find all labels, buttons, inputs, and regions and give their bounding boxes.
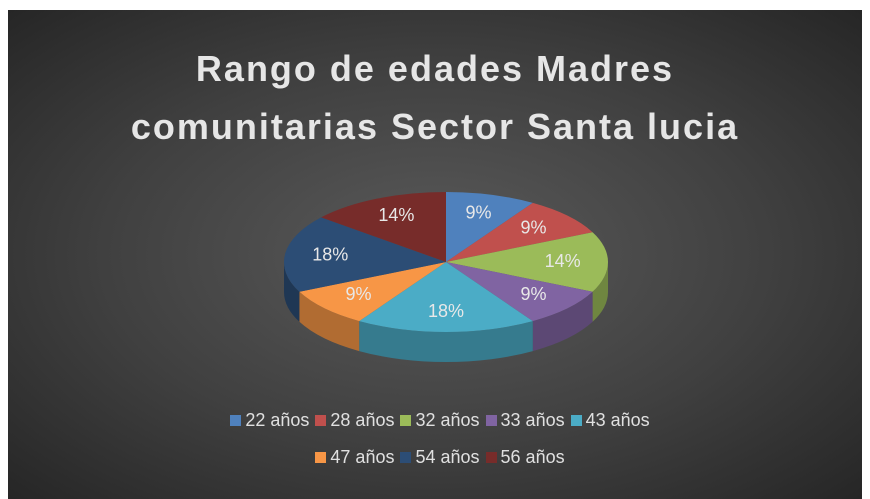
- legend-swatch: [400, 415, 412, 426]
- legend-swatch: [400, 452, 412, 463]
- data-label: 9%: [466, 202, 492, 222]
- legend-item: 47 años: [315, 447, 394, 468]
- legend-swatch: [315, 452, 327, 463]
- legend-swatch: [315, 415, 327, 426]
- slice-side: [532, 291, 593, 352]
- legend-item: 54 años: [400, 447, 480, 468]
- legend-swatch: [570, 415, 582, 426]
- slice: [359, 262, 533, 333]
- data-label: 9%: [345, 284, 371, 304]
- data-label: 18%: [428, 301, 464, 321]
- legend-item: 28 años: [315, 410, 394, 431]
- slice: [446, 232, 609, 292]
- data-label: 9%: [520, 217, 546, 237]
- legend-item: 43 años: [570, 410, 650, 431]
- legend-label: 32 años: [415, 410, 480, 430]
- slice: [446, 202, 593, 262]
- legend-swatch: [230, 415, 242, 426]
- legend-label: 56 años: [500, 447, 565, 467]
- legend-label: 47 años: [330, 447, 395, 467]
- legend-label: 22 años: [245, 410, 310, 430]
- legend-label: 33 años: [500, 410, 565, 430]
- data-label: 18%: [312, 244, 348, 264]
- legend-label: 28 años: [330, 410, 395, 430]
- slice-side: [592, 262, 608, 322]
- legend-item: 22 años: [230, 410, 309, 431]
- data-label: 9%: [520, 284, 546, 304]
- pie-area: 9% 9% 14% 9% 18% 9% 18% 14%: [284, 192, 609, 363]
- slice-side: [284, 262, 300, 322]
- chart-title: Rango de edades Madres comunitarias Sect…: [130, 48, 740, 147]
- legend-swatch: [485, 415, 497, 426]
- legend-label: 43 años: [585, 410, 650, 430]
- slice: [446, 192, 533, 262]
- legend-item: 33 años: [485, 410, 565, 431]
- legend-item: 56 años: [485, 447, 565, 468]
- data-label: 14%: [378, 205, 414, 225]
- chart: Rango de edades Madres comunitarias Sect…: [8, 10, 862, 499]
- legend: 22 años 28 años 32 años 33 años 43 años 47 añ…: [225, 410, 655, 468]
- slice: [284, 217, 446, 292]
- data-label: 14%: [545, 251, 581, 271]
- legend-label: 54 años: [415, 447, 480, 467]
- legend-item: 32 años: [400, 410, 480, 431]
- slice: [299, 262, 446, 322]
- legend-swatch: [485, 452, 497, 463]
- slice-side: [359, 321, 533, 363]
- slice: [446, 262, 593, 322]
- slice: [321, 192, 446, 262]
- slice-side: [299, 291, 360, 352]
